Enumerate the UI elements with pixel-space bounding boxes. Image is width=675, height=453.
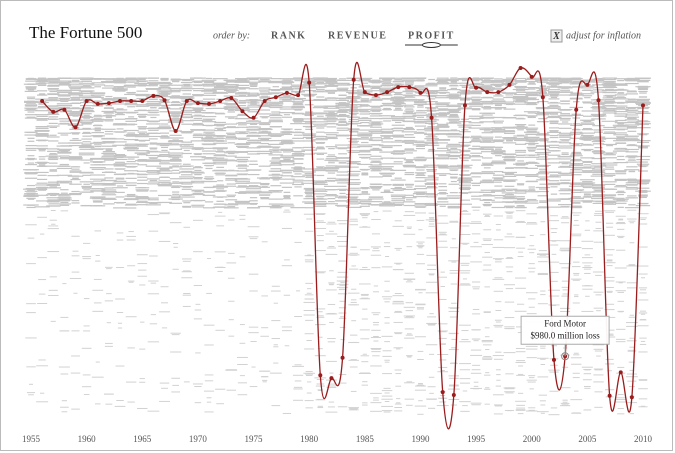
company-dashes <box>23 77 651 416</box>
